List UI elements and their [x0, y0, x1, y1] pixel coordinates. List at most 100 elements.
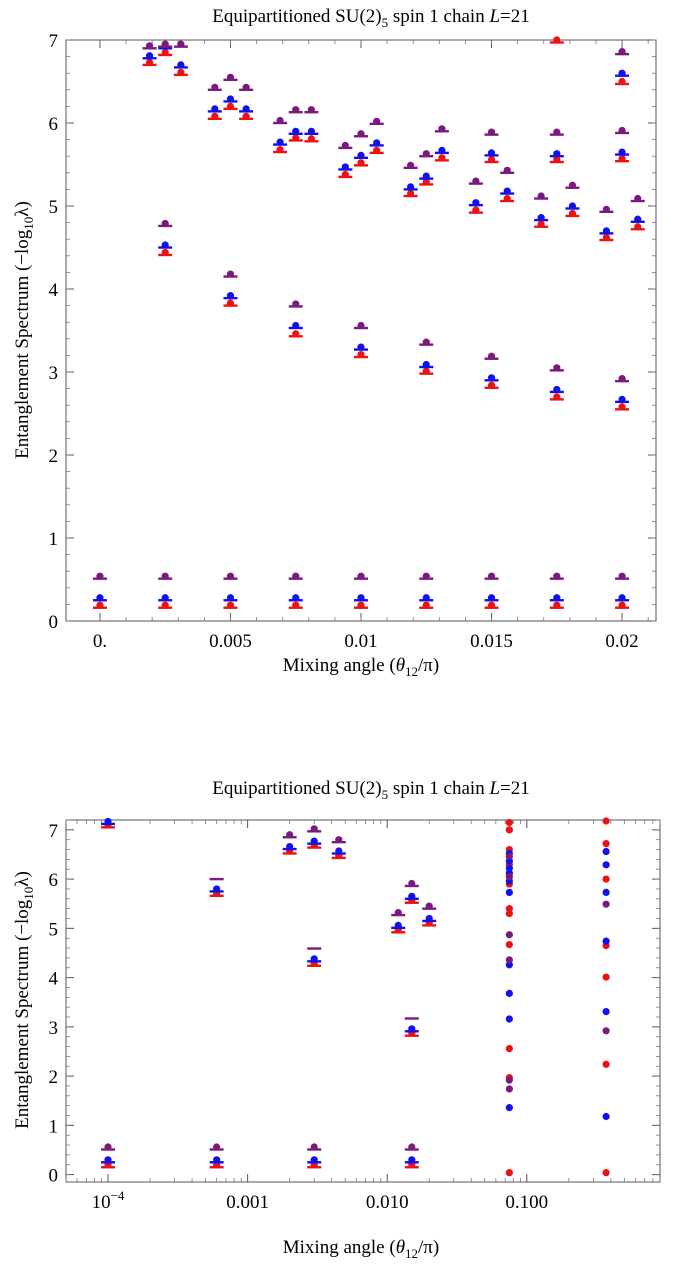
chart-2-y-tick-label: 5: [49, 919, 59, 940]
data-point-purple: [292, 572, 300, 580]
data-point-red: [602, 233, 610, 242]
data-point-blue: [553, 150, 561, 158]
data-point-purple: [618, 48, 626, 56]
data-point-purple: [408, 879, 416, 888]
data-point-purple: [407, 161, 415, 169]
data-point-blue: [104, 817, 112, 826]
data-point-purple: [357, 572, 365, 580]
data-point-red: [341, 170, 349, 179]
data-point-red: [505, 826, 513, 834]
data-point-blue: [408, 1025, 416, 1033]
data-point-blue: [602, 1112, 610, 1121]
data-point-red: [553, 393, 561, 401]
chart-2-y-tick-label: 0: [49, 1166, 59, 1187]
data-point-purple: [394, 908, 402, 917]
data-point-purple: [602, 205, 610, 213]
data-point-red: [553, 36, 561, 44]
data-point-blue: [568, 202, 577, 210]
data-point-red: [553, 155, 561, 164]
data-point-blue: [602, 888, 610, 897]
data-point-purple: [292, 300, 300, 308]
data-point-red: [503, 194, 511, 203]
chart-2-ticks: 10−4 0.001 0.010 0.100 0 1 2 3 4 5 6 7: [49, 819, 661, 1213]
data-point-blue: [422, 594, 430, 602]
data-point-purple: [96, 572, 104, 580]
data-point-blue: [226, 594, 235, 602]
chart-1: Equipartitioned SU(2)5 spin 1 chain L=21…: [12, 6, 657, 679]
chart-1-y-tick-label: 7: [49, 31, 59, 52]
chart-1-y-tick-label: 2: [49, 446, 59, 467]
data-point-red: [226, 102, 235, 110]
data-point-blue: [177, 61, 185, 69]
data-point-red: [602, 1169, 610, 1177]
data-point-blue: [618, 148, 626, 156]
data-point-blue: [407, 183, 415, 191]
data-point-blue: [438, 146, 446, 154]
data-point-purple: [226, 572, 235, 580]
data-point-purple: [602, 1027, 610, 1035]
data-point-red: [357, 601, 365, 609]
chart-2-x-tick-label: 10−4: [92, 1188, 125, 1213]
data-point-blue: [602, 847, 610, 856]
data-point-blue: [226, 95, 235, 103]
data-point-purple: [537, 192, 545, 200]
data-point-blue: [487, 149, 496, 157]
data-point-purple: [310, 825, 318, 833]
data-point-red: [537, 220, 545, 228]
data-point-blue: [213, 885, 221, 893]
data-point-purple: [487, 572, 496, 580]
data-point-red: [211, 112, 219, 120]
data-point-blue: [618, 594, 626, 602]
data-point-blue: [341, 163, 349, 171]
data-point-purple: [618, 126, 626, 135]
data-point-purple: [505, 852, 513, 861]
data-point-red: [292, 330, 300, 338]
data-point-blue: [161, 594, 169, 602]
data-point-red: [472, 206, 480, 214]
data-point-red: [618, 403, 626, 411]
data-point-red: [226, 601, 235, 609]
data-point-blue: [602, 937, 610, 945]
chart-2-y-tick-label: 4: [49, 969, 59, 990]
data-point-blue: [505, 989, 513, 997]
data-point-blue: [161, 241, 169, 249]
chart-1-x-tick-label: 0.015: [470, 631, 513, 652]
data-point-red: [307, 135, 315, 143]
data-point-red: [292, 601, 300, 609]
data-point-blue: [310, 1156, 318, 1164]
data-point-purple: [487, 352, 496, 360]
data-point-red: [487, 155, 496, 164]
chart-1-frame: [65, 39, 657, 622]
data-point-blue: [505, 1104, 513, 1112]
data-point-purple: [422, 572, 430, 580]
data-point-blue: [602, 227, 610, 235]
data-point-purple: [226, 73, 235, 81]
chart-1-marks: [92, 36, 645, 609]
chart-2-x-tick-label: 0.100: [505, 1192, 548, 1213]
data-point-red: [407, 189, 415, 198]
chart-2-frame: [65, 819, 661, 1183]
chart-2-y-tick-label: 2: [49, 1067, 59, 1088]
data-point-red: [634, 223, 642, 231]
data-point-blue: [408, 1156, 416, 1164]
data-point-blue: [213, 1156, 221, 1164]
chart-1-y-tick-label: 3: [49, 363, 59, 384]
data-point-purple: [422, 338, 430, 346]
data-point-blue: [634, 215, 642, 223]
data-point-purple: [161, 40, 169, 48]
data-point-purple: [310, 1143, 318, 1151]
chart-1-y-axis-label: Entanglement Spectrum (−log10λ): [12, 201, 36, 459]
data-point-blue: [286, 842, 294, 851]
data-point-red: [602, 875, 610, 883]
data-point-purple: [242, 83, 250, 91]
chart-2-y-axis-label: Entanglement Spectrum (−log10λ): [12, 871, 36, 1129]
chart-2-x-tick-label: 0.010: [366, 1192, 409, 1213]
data-point-red: [505, 818, 513, 827]
data-point-blue: [242, 105, 250, 113]
data-point-red: [505, 941, 513, 949]
chart-1-x-axis-label: Mixing angle (θ12/π): [283, 655, 439, 679]
data-point-blue: [618, 69, 626, 77]
data-point-red: [568, 209, 577, 218]
data-point-red: [487, 601, 496, 609]
